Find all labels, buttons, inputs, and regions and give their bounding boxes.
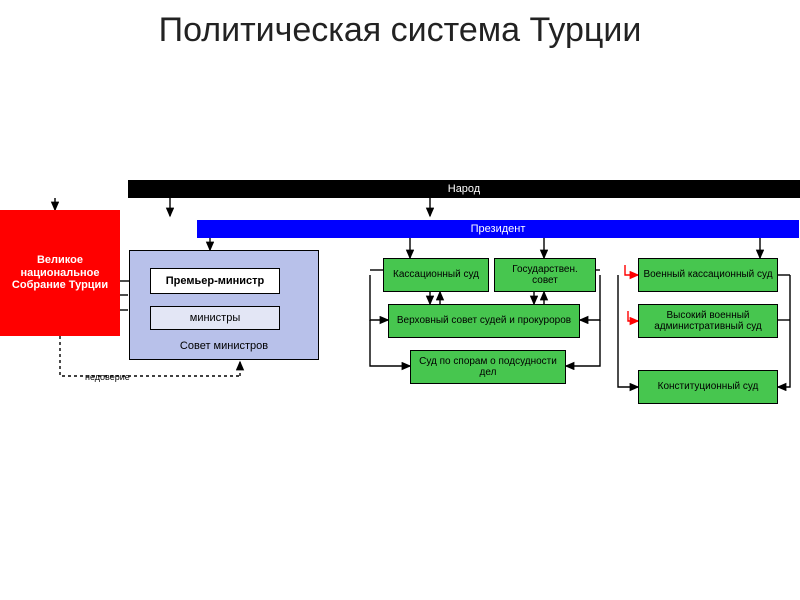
box-ministers: министры: [150, 306, 280, 330]
box-statecouncil: Государствен. совет: [494, 258, 596, 292]
box-milcass: Военный кассационный суд: [638, 258, 778, 292]
no-confidence-label: недоверие: [85, 372, 130, 382]
page-title: Политическая система Турции: [0, 0, 800, 49]
box-constcourt: Конституционный суд: [638, 370, 778, 404]
box-miladmin: Высокий военный административный суд: [638, 304, 778, 338]
box-president: Президент: [197, 220, 799, 238]
diagram-canvas: Народ Президент Великое национальное Собра…: [0, 180, 800, 580]
box-cassation: Кассационный суд: [383, 258, 489, 292]
box-supreme: Верховный совет судей и прокуроров: [388, 304, 580, 338]
box-disputes: Суд по спорам о подсудности дел: [410, 350, 566, 384]
box-narod: Народ: [128, 180, 800, 198]
box-pm: Премьер-министр: [150, 268, 280, 294]
box-assembly: Великое национальное Собрание Турции: [0, 210, 120, 336]
box-council: Совет министров: [129, 250, 319, 360]
